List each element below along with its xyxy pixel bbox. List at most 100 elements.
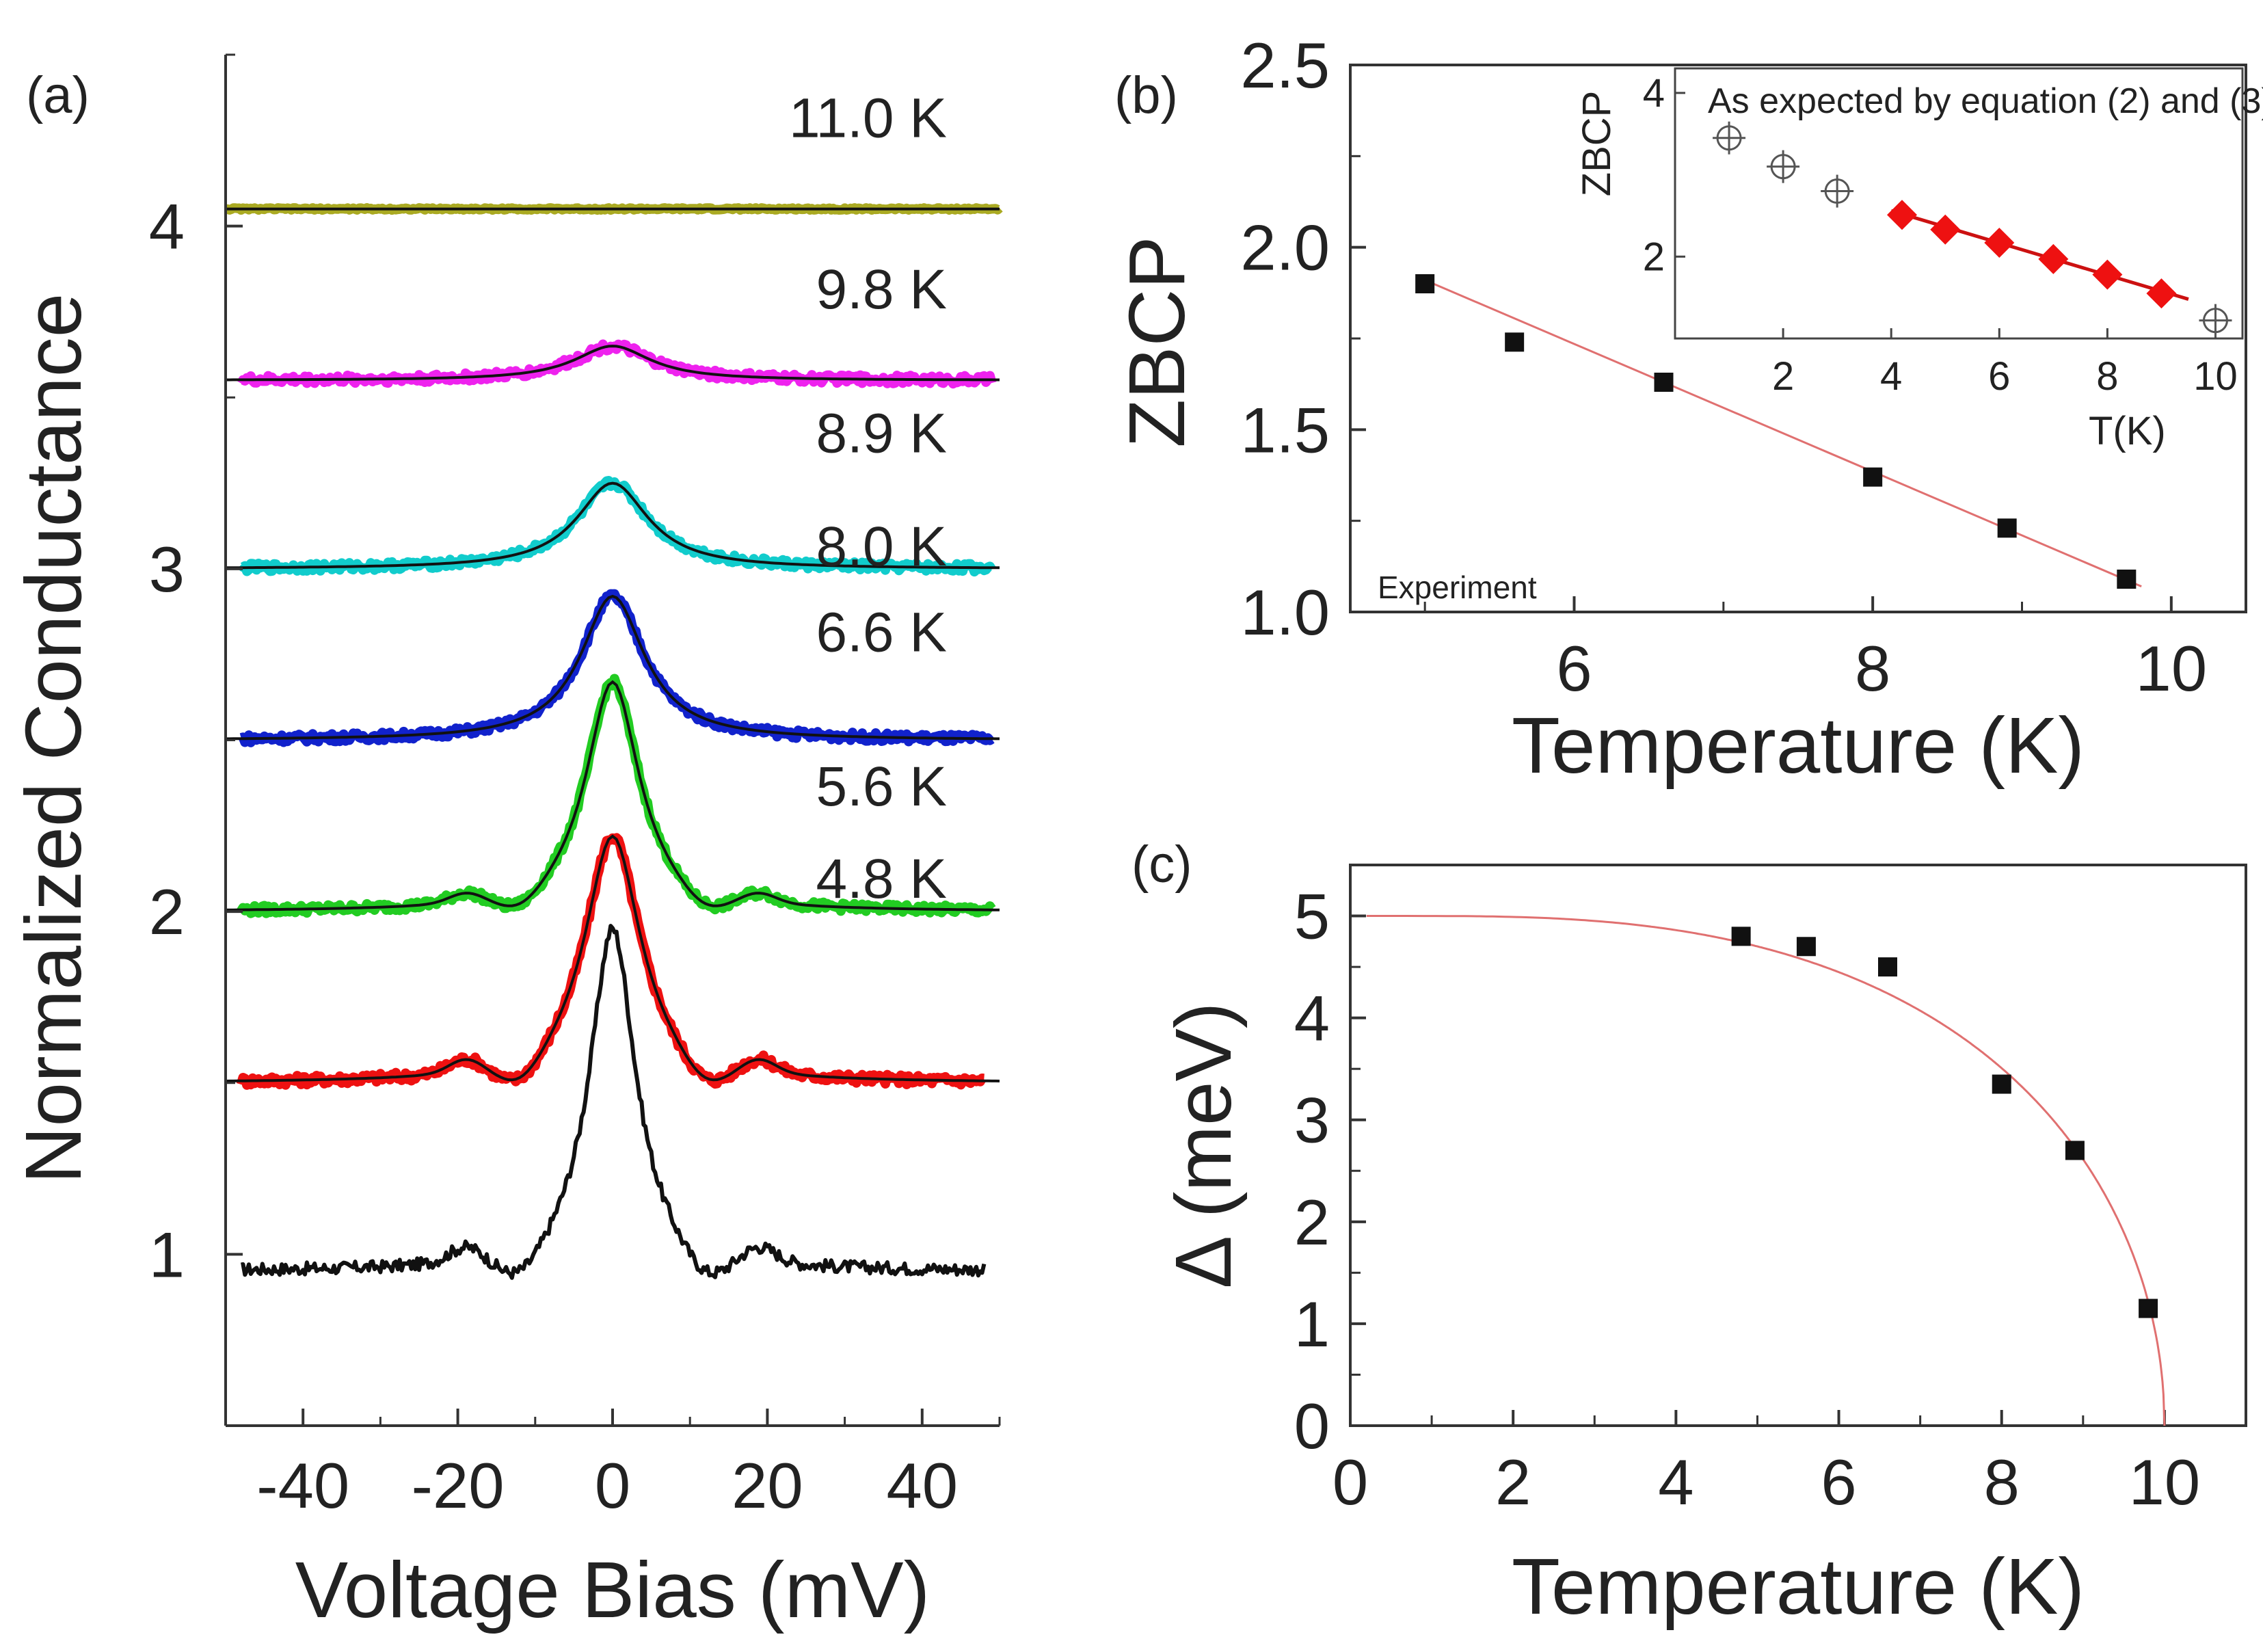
inset-open-point [1713, 121, 1746, 155]
series-11-0-k [222, 203, 1003, 215]
panel-b-x-tick-label: 10 [2136, 632, 2208, 704]
panel-b-x-tick-label: 8 [1855, 632, 1890, 704]
panel-b-point [1654, 373, 1674, 392]
series-6-6-k [225, 674, 1000, 918]
inset-x-tick-label: 8 [2096, 354, 2118, 399]
panel-c-fit-group [1366, 915, 2166, 1426]
panel-b-x-axis-title: Temperature (K) [1512, 701, 2085, 790]
series-fit-8-9-k [226, 481, 1000, 570]
panel-b: (b) 6 8 10 1.0 1.5 2.0 2.5 Experiment 2 4 6 8 10 2 4… [1112, 29, 2263, 790]
panel-b-annotation: Experiment [1378, 570, 1537, 605]
panel-a-y-tick-label: 2 [149, 876, 185, 948]
panel-b-point [1863, 467, 1883, 487]
panel-b-points [1415, 274, 2137, 589]
inset-x-tick-label: 10 [2193, 354, 2238, 399]
inset-y-axis-title: ZBCP [1575, 91, 1619, 197]
panel-b-point [2117, 570, 2137, 589]
panel-c-frame [1349, 864, 2247, 1427]
panel-a-y-tick-label: 3 [149, 533, 185, 605]
panel-a-series-labels: 4.8 K 5.6 K 6.6 K 8.0 K 8.9 K 9.8 K 11.0 K [789, 87, 947, 910]
panel-b-point [1505, 332, 1525, 352]
panel-c-y-tick-label: 3 [1294, 1084, 1330, 1156]
series-data-4-8-k [240, 924, 987, 1280]
panel-b-y-tick-label: 1.0 [1240, 576, 1330, 648]
panel-b-fit-line [1424, 279, 2142, 588]
series-5-6-k [225, 833, 1000, 1090]
panel-a-x-axis-title: Voltage Bias (mV) [295, 1545, 930, 1634]
panel-c-x-tick-label: 2 [1495, 1446, 1531, 1518]
inset-filled-point [1887, 200, 1917, 230]
inset-x-axis-title: T(K) [2089, 409, 2166, 453]
panel-b-label: (b) [1114, 66, 1178, 124]
panel-a-y-axis-title: Normalized Conductance [9, 293, 98, 1184]
panel-a-ticks: -40 -20 0 20 40 1 2 3 4 [149, 53, 1001, 1521]
panel-b-point [1997, 518, 2017, 538]
panel-b-y-tick-label: 2.0 [1240, 212, 1330, 284]
inset-filled-point [2092, 259, 2123, 290]
inset-x-tick-label: 2 [1772, 354, 1794, 399]
series-label-5-6-k: 5.6 K [816, 756, 947, 818]
panel-c-fit-curve [1366, 915, 2166, 1426]
panel-b-y-tick-label: 1.5 [1240, 394, 1330, 466]
panel-b-point [1415, 274, 1435, 293]
panel-c-x-tick-label: 4 [1658, 1446, 1693, 1518]
series-fit-9-8-k [226, 345, 1000, 382]
panel-c-x-tick-label: 10 [2129, 1446, 2201, 1518]
panel-b-y-tick-label: 2.5 [1240, 29, 1330, 101]
panel-b-x-tick-label: 6 [1556, 632, 1592, 704]
series-label-11-0-k: 11.0 K [789, 87, 947, 149]
inset-x-tick-label: 4 [1880, 354, 1902, 399]
panel-c-ticks: 0 2 4 6 8 10 0 1 2 3 4 5 [1294, 881, 2200, 1518]
series-label-8-0-k: 8.0 K [816, 516, 947, 578]
panel-c-y-tick-label: 2 [1294, 1186, 1330, 1258]
panel-c-point [2065, 1141, 2085, 1160]
panel-c-point [1992, 1074, 2011, 1094]
inset-y-tick-label: 4 [1643, 71, 1665, 116]
inset-ticks: 2 4 6 8 10 2 4 [1643, 71, 2238, 399]
series-data-8-9-k [237, 476, 996, 577]
panel-a-series-group [222, 203, 1003, 1280]
inset-filled-point [2038, 243, 2069, 274]
panel-a-label: (a) [26, 66, 90, 124]
panel-c-x-tick-label: 6 [1821, 1446, 1856, 1518]
panel-a-y-tick-label: 4 [149, 191, 185, 263]
panel-c: (c) 0 2 4 6 8 10 0 1 2 3 4 5 Temperature (K) Δ (meV… [1132, 836, 2247, 1631]
panel-c-x-axis-title: Temperature (K) [1512, 1542, 2085, 1631]
inset-open-point [2199, 304, 2232, 337]
series-data-9-8-k [237, 339, 997, 389]
panel-c-y-tick-label: 1 [1294, 1288, 1330, 1360]
panel-a-x-tick-label: -20 [412, 1450, 505, 1521]
inset-filled-point [1984, 227, 2015, 258]
series-label-4-8-k: 4.8 K [816, 848, 947, 910]
inset-open-point [1821, 174, 1854, 208]
panel-c-point [2139, 1298, 2158, 1318]
series-label-8-9-k: 8.9 K [816, 403, 947, 465]
series-9-8-k [226, 339, 1000, 389]
panel-c-point [1731, 927, 1751, 946]
panel-a-x-tick-label: 0 [595, 1450, 630, 1521]
panel-c-label: (c) [1132, 836, 1192, 894]
panel-a-x-tick-label: 40 [887, 1450, 959, 1521]
panel-c-y-tick-label: 4 [1294, 983, 1330, 1054]
inset-title: As expected by equation (2) and (3) [1708, 81, 2263, 121]
series-fit-5-6-k [225, 834, 1000, 1082]
panel-c-y-tick-label: 0 [1294, 1390, 1330, 1462]
panel-c-point [1796, 937, 1816, 957]
inset-y-tick-label: 2 [1643, 235, 1665, 279]
panel-b-fit-group [1424, 279, 2142, 588]
inset-open-point [1767, 150, 1800, 183]
inset-x-tick-label: 6 [1988, 354, 2010, 399]
panel-b-ticks: 6 8 10 1.0 1.5 2.0 2.5 [1240, 29, 2207, 704]
panel-c-x-tick-label: 0 [1333, 1446, 1368, 1518]
inset-points [1713, 121, 2232, 337]
panel-c-point [1878, 957, 1897, 977]
series-fit-8-0-k [226, 594, 1000, 741]
series-label-9-8-k: 9.8 K [816, 258, 947, 321]
panel-b-y-axis-title: ZBCP [1112, 236, 1201, 447]
panel-a-x-tick-label: 20 [732, 1450, 803, 1521]
panel-a-x-tick-label: -40 [256, 1450, 349, 1521]
inset-filled-point [2146, 278, 2177, 309]
series-4-8-k [240, 924, 987, 1280]
panel-c-points [1731, 927, 2158, 1318]
